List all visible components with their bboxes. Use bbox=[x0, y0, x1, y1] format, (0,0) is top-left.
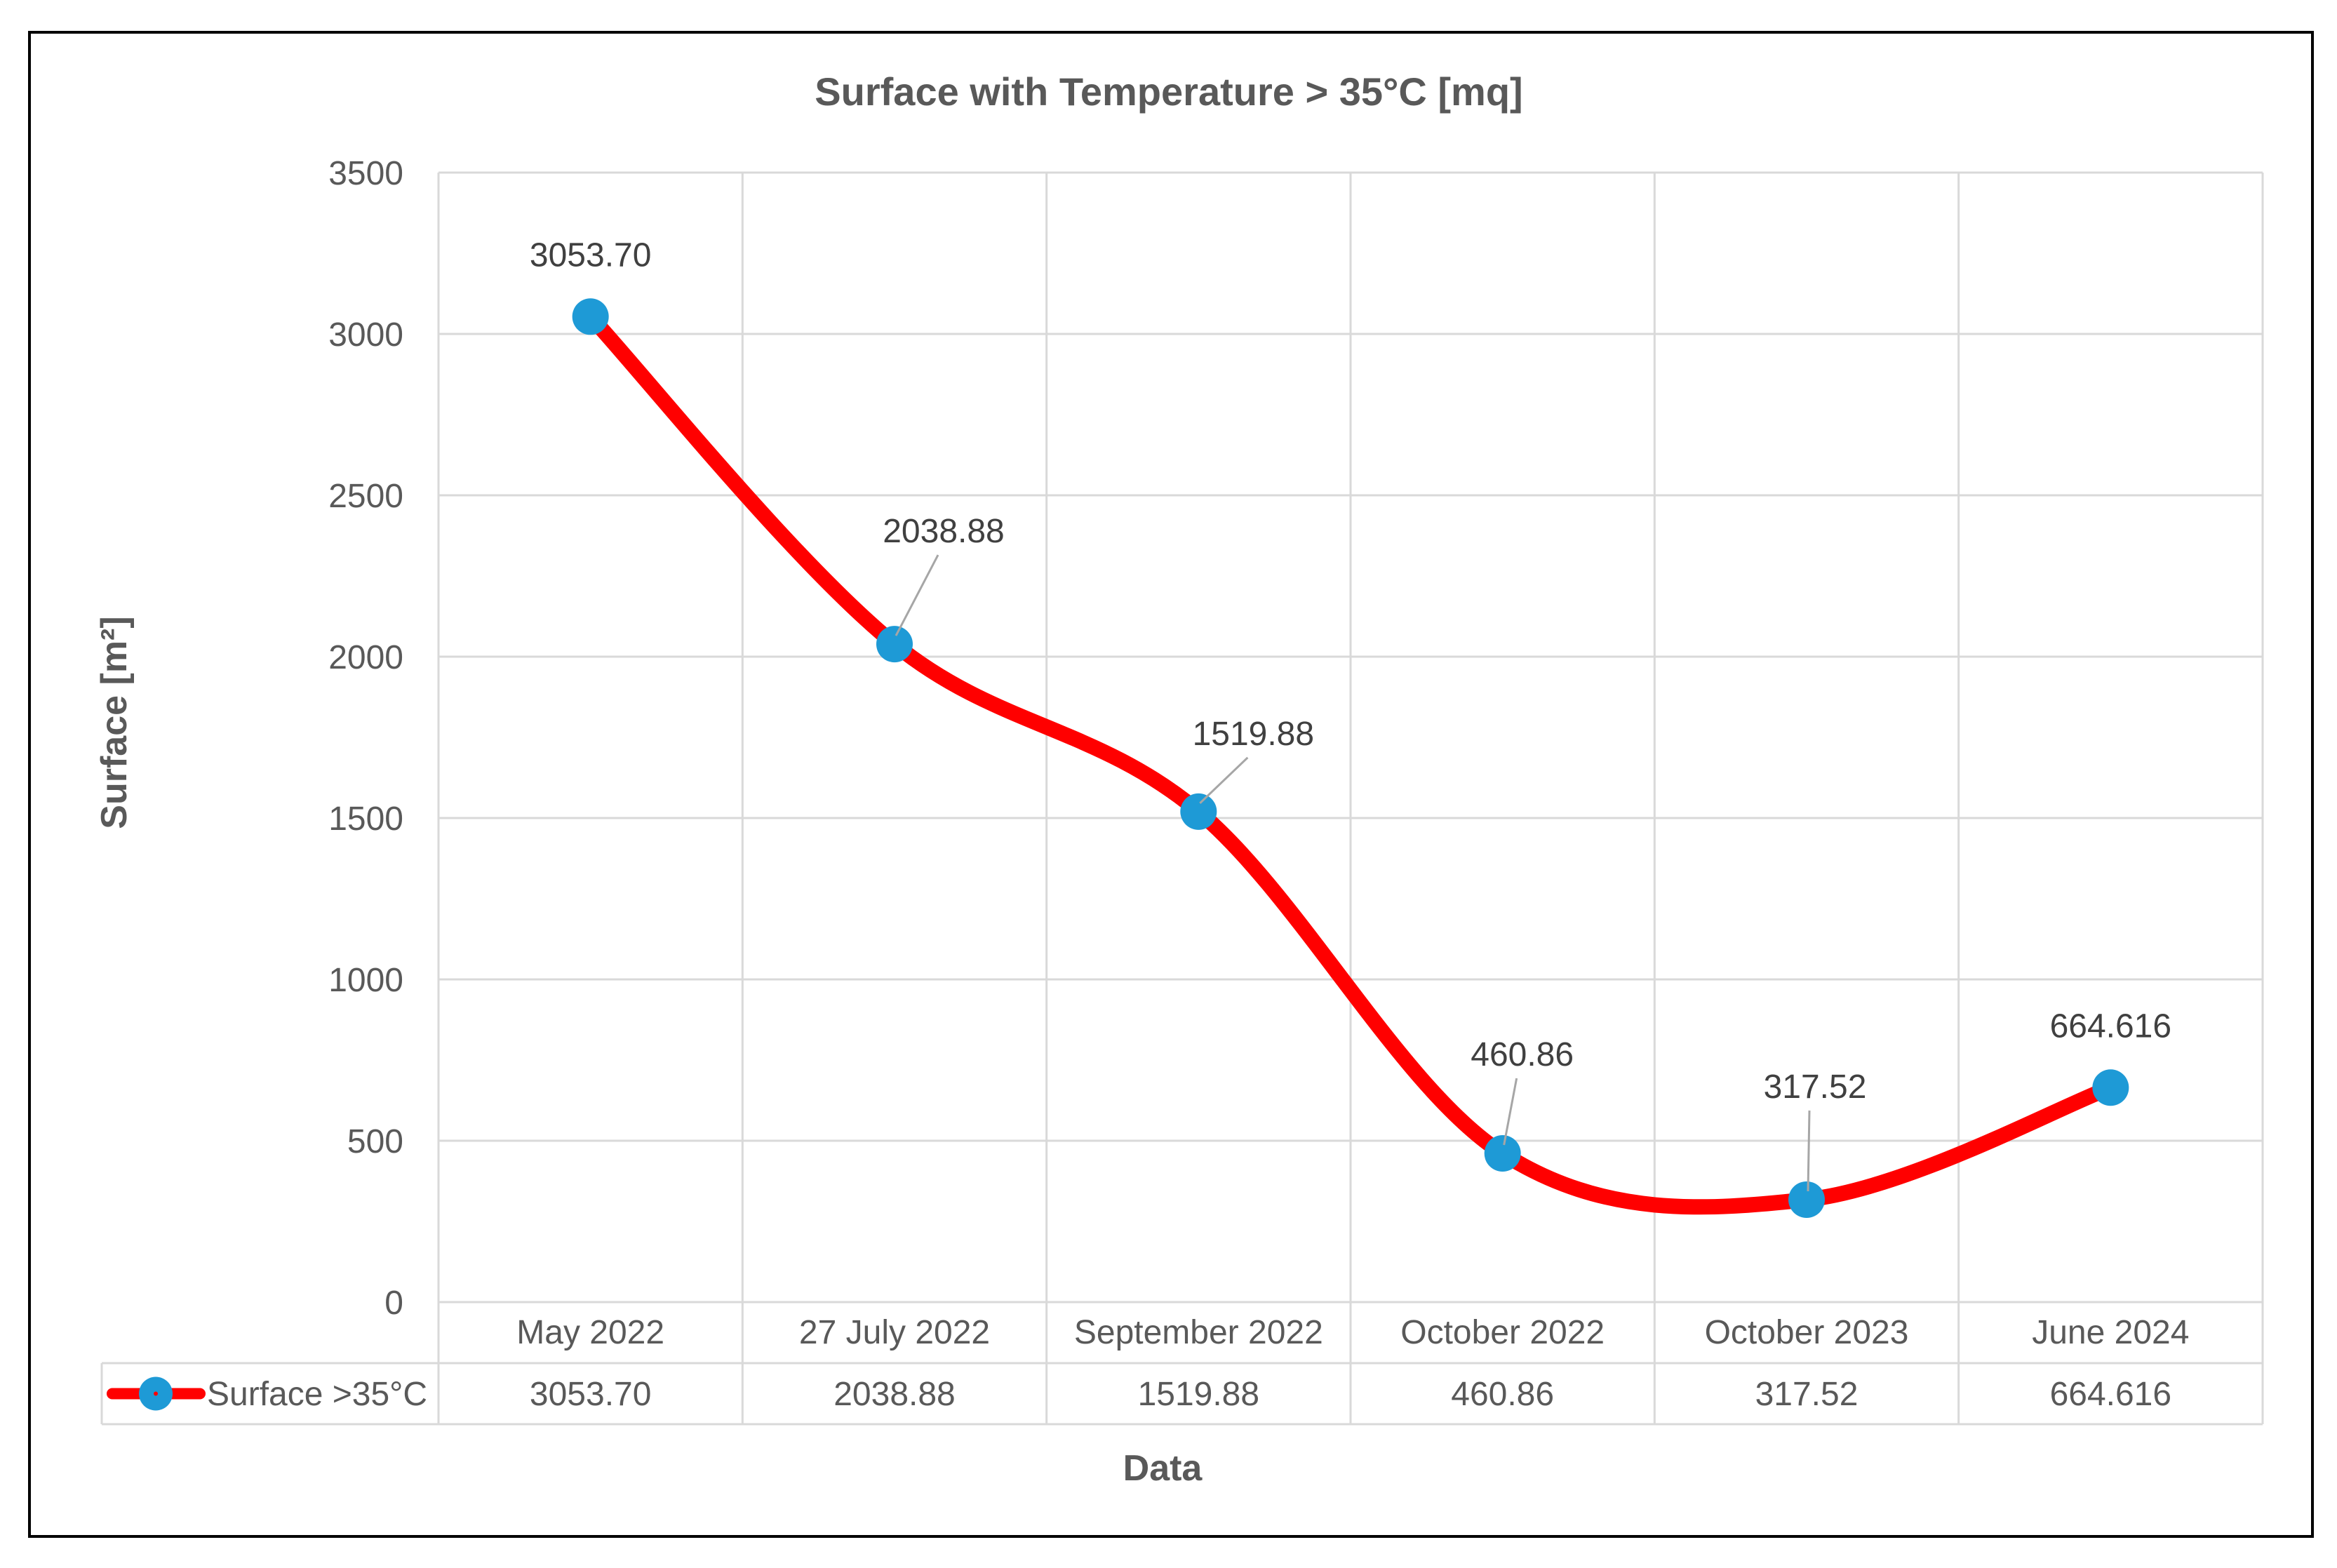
data-point-marker bbox=[2092, 1069, 2129, 1106]
table-cell-value: 664.616 bbox=[2050, 1376, 2172, 1413]
x-tick-label: September 2022 bbox=[1074, 1314, 1323, 1351]
data-point-marker bbox=[1788, 1181, 1825, 1218]
y-tick-label: 1500 bbox=[328, 800, 403, 838]
data-table: May 2022 3053.70 27 July 2022 2038.88 Septem… bbox=[100, 1301, 2263, 1426]
series-line bbox=[582, 309, 2119, 1215]
y-tick-label: 0 bbox=[384, 1285, 403, 1322]
x-axis-title: Data bbox=[1123, 1448, 1203, 1489]
label-leader-line bbox=[895, 554, 939, 636]
data-point-marker bbox=[572, 298, 609, 335]
data-point-marker bbox=[876, 626, 913, 663]
data-label: 1519.88 bbox=[1193, 716, 1315, 753]
data-label: 664.616 bbox=[2050, 1007, 2172, 1045]
data-label: 317.52 bbox=[1764, 1068, 1867, 1106]
y-tick-label: 500 bbox=[347, 1123, 403, 1160]
label-leader-line bbox=[1199, 756, 1249, 804]
data-label: 2038.88 bbox=[883, 513, 1005, 550]
y-axis-ticks: 0 500 1000 1500 2000 2500 3000 3500 bbox=[328, 155, 403, 1322]
label-leader-line bbox=[1807, 1110, 1811, 1191]
x-tick-label: October 2022 bbox=[1400, 1314, 1605, 1351]
y-tick-label: 1000 bbox=[328, 962, 403, 999]
table-cell-value: 2038.88 bbox=[833, 1376, 956, 1413]
data-point-marker bbox=[1484, 1135, 1521, 1172]
legend-series-name: Surface >35°C bbox=[207, 1376, 427, 1413]
x-tick-label: May 2022 bbox=[516, 1314, 664, 1351]
table-cell-value: 317.52 bbox=[1755, 1376, 1859, 1413]
x-tick-label: 27 July 2022 bbox=[799, 1314, 990, 1351]
y-tick-label: 3000 bbox=[328, 316, 403, 354]
legend-marker-dot bbox=[154, 1391, 158, 1396]
table-cell-value: 460.86 bbox=[1451, 1376, 1554, 1413]
y-tick-label: 2500 bbox=[328, 478, 403, 515]
x-tick-label: June 2024 bbox=[2032, 1314, 2189, 1351]
x-tick-label: October 2023 bbox=[1705, 1314, 1909, 1351]
y-axis-title: Surface [m²] bbox=[94, 616, 135, 829]
y-tick-label: 2000 bbox=[328, 639, 403, 676]
data-point-marker bbox=[1180, 793, 1217, 830]
chart-title: Surface with Temperature > 35°C [mq] bbox=[815, 69, 1522, 114]
data-label: 3053.70 bbox=[530, 236, 652, 274]
y-tick-label: 3500 bbox=[328, 155, 403, 192]
data-label: 460.86 bbox=[1471, 1036, 1574, 1073]
data-labels: 3053.70 2038.88 1519.88 460.86 317.52 664.616 bbox=[530, 236, 2171, 1191]
table-cell-value: 3053.70 bbox=[530, 1376, 652, 1413]
series-surface bbox=[572, 298, 2129, 1218]
label-leader-line bbox=[1503, 1078, 1518, 1146]
table-cell-value: 1519.88 bbox=[1138, 1376, 1260, 1413]
